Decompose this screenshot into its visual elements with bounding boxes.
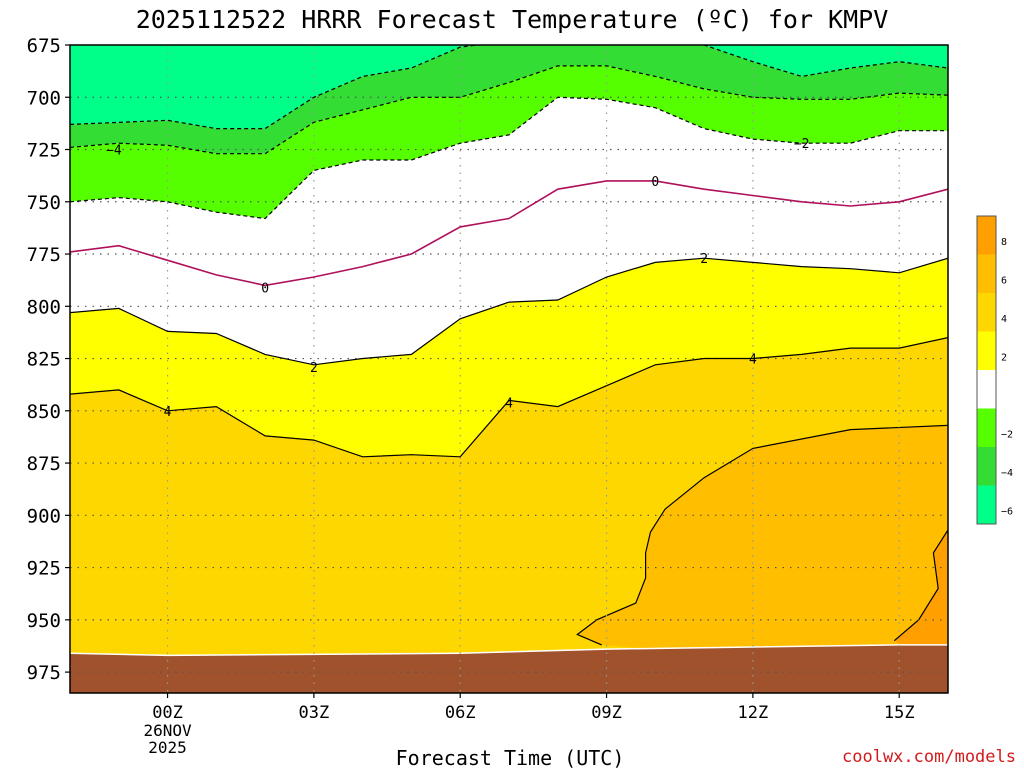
contour-label: 2 [310,361,318,376]
colorbar-label: −4 [1001,468,1013,479]
y-tick-label: 900 [27,505,61,527]
x-tick-sublabel: 26NOV [143,721,192,740]
colorbar-swatch [977,216,996,255]
colorbar-label: 4 [1001,314,1007,325]
band-6-8 [577,425,948,673]
contour-neg6 [70,96,948,220]
y-tick-label: 925 [27,558,61,580]
x-tick-sublabel: 2025 [148,738,187,757]
chart-title: 2025112522 HRRR Forecast Temperature (ºC… [136,5,889,34]
colorbar-legend: 8 6 4 2 −2 −4 −6 [976,215,1013,525]
y-tick-label: 675 [27,35,61,57]
contour-4 [70,337,948,458]
band-neg6-neg4 [70,45,948,154]
ground-surface [70,644,948,693]
ground-edge [70,644,948,657]
y-tick-label: 975 [27,662,61,684]
x-tick-label: 09Z [591,703,622,723]
contour-label: −2 [794,137,810,152]
contour-label: −4 [106,144,122,159]
x-tick-label: 12Z [738,703,769,723]
colorbar-swatch [977,408,996,447]
contour-label: 0 [651,175,659,190]
contour-0 [70,180,948,287]
band-above-8 [894,530,948,673]
plot-area: −4 −2 0 0 2 2 4 4 4 [70,45,948,693]
colorbar-swatch [977,293,996,332]
colorbar-swatch [977,370,996,409]
colorbar-swatch [977,254,996,293]
contour-label: 4 [164,405,172,420]
contour-2 [70,257,948,366]
band-2-4 [70,258,948,457]
y-tick-label: 875 [27,453,61,475]
x-tick-label: 06Z [445,703,476,723]
colorbar-label: 2 [1001,352,1007,363]
x-tick-label: 00Z [152,703,183,723]
colorbar-swatch [977,331,996,370]
colorbar-label: −6 [1001,506,1013,517]
y-tick-label: 700 [27,87,61,109]
contour-6 [576,424,948,646]
contour-neg2 [70,65,948,155]
y-tick-label: 950 [27,610,61,632]
x-tick-label: 15Z [884,703,915,723]
plot-frame [69,44,949,694]
contour-label: 4 [749,353,757,368]
x-tick-label: 03Z [299,703,330,723]
y-tick-label: 775 [27,244,61,266]
contour-label: 4 [505,396,513,411]
band-neg2-2 [70,97,948,365]
colorbar-swatch [977,485,996,524]
band-below-neg6 [70,45,948,129]
colorbar-frame [976,215,997,525]
colorbar-label: 8 [1001,237,1007,248]
colorbar-label: 6 [1001,275,1007,286]
colorbar-label: −2 [1001,429,1013,440]
contour-label: 0 [261,281,269,296]
y-tick-label: 800 [27,296,61,318]
y-tick-label: 725 [27,140,61,162]
x-axis-label: Forecast Time (UTC) [396,746,625,768]
contour-8 [893,529,948,642]
y-tick-label: 850 [27,401,61,423]
contour-label: 2 [700,252,708,267]
y-tick-label: 825 [27,349,61,371]
band-neg4-neg2 [70,65,948,219]
source-credit[interactable]: coolwx.com/models [842,747,1016,767]
colorbar-swatch [977,447,996,486]
y-tick-label: 750 [27,192,61,214]
